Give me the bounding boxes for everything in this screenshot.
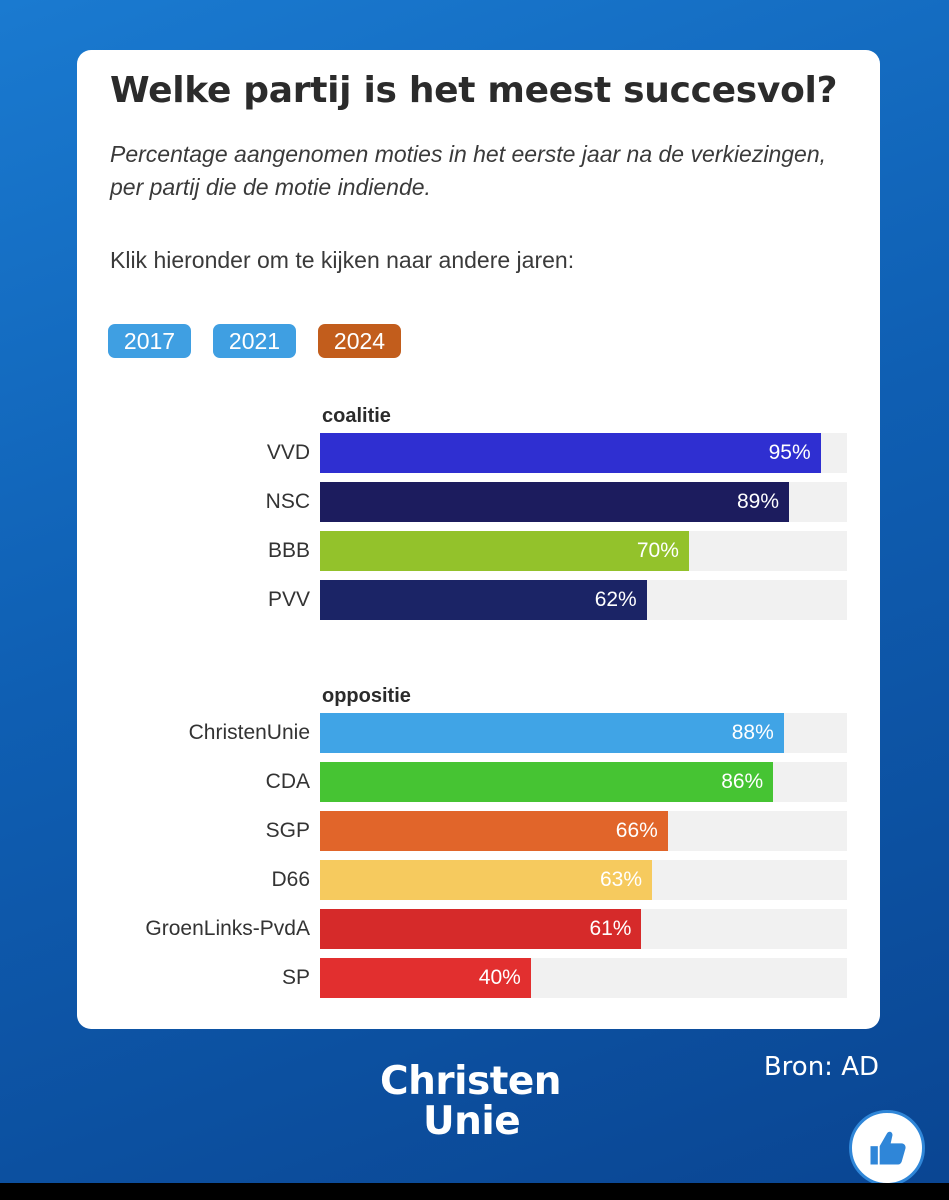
bar-track-bbb: 70% (320, 531, 847, 571)
bar-cda: 86% (320, 762, 774, 802)
party-label-groenlinks-pvda: GroenLinks-PvdA (145, 917, 310, 940)
bar-value-sgp: 66% (615, 819, 658, 842)
bar-track-vvd: 95% (320, 433, 847, 473)
party-label-bbb: BBB (267, 539, 310, 562)
bar-track-christenunie: 88% (320, 713, 847, 753)
bar-track-nsc: 89% (320, 482, 847, 522)
party-label-vvd: VVD (266, 441, 310, 464)
bar-value-sp: 40% (478, 966, 521, 989)
bar-track-sgp: 66% (320, 811, 847, 851)
bar-sgp: 66% (320, 811, 668, 851)
party-label-sgp: SGP (265, 819, 310, 842)
bar-pvv: 62% (320, 580, 647, 620)
party-label-cda: CDA (265, 770, 310, 793)
year-instruction: Klik hieronder om te kijken naar andere … (110, 247, 575, 273)
source-label: Bron: AD (763, 1052, 879, 1082)
party-label-christenunie: ChristenUnie (188, 721, 310, 744)
bar-christenunie: 88% (320, 713, 784, 753)
bar-d66: 63% (320, 860, 652, 900)
bottom-bar (0, 1183, 949, 1200)
party-label-nsc: NSC (265, 490, 310, 513)
chart-card: Welke partij is het meest succesvol? Per… (77, 50, 880, 1029)
bar-value-cda: 86% (721, 770, 764, 793)
party-label-sp: SP (281, 966, 310, 989)
bar-sp: 40% (320, 958, 531, 998)
bar-track-d66: 63% (320, 860, 847, 900)
bar-value-d66: 63% (599, 868, 642, 891)
logo-line-1: Christen (380, 1059, 562, 1104)
party-label-pvv: PVV (267, 588, 310, 611)
thumbs-up-icon (870, 1131, 906, 1165)
bar-nsc: 89% (320, 482, 790, 522)
bar-track-sp: 40% (320, 958, 847, 998)
party-label-d66: D66 (271, 868, 310, 891)
year-button-2024[interactable]: 2024 (318, 324, 401, 358)
bar-value-pvv: 62% (594, 588, 637, 611)
bar-track-cda: 86% (320, 762, 847, 802)
group-label-coalitie: coalitie (322, 405, 391, 427)
bar-groenlinks-pvda: 61% (320, 909, 642, 949)
bar-track-groenlinks-pvda: 61% (320, 909, 847, 949)
bar-chart: coalitie VVD 95% NSC 89% BBB 70% PVV 62% oppositi… (77, 50, 880, 1029)
logo-line-2: Unie (423, 1099, 521, 1144)
bar-value-bbb: 70% (636, 539, 679, 562)
like-button[interactable] (849, 1110, 925, 1186)
year-button-2017[interactable]: 2017 (108, 324, 191, 358)
bar-bbb: 70% (320, 531, 689, 571)
christenunie-logo: Christen Unie (380, 1059, 562, 1144)
bar-track-pvv: 62% (320, 580, 847, 620)
bar-value-christenunie: 88% (731, 721, 774, 744)
bar-value-nsc: 89% (736, 490, 780, 513)
group-label-oppositie: oppositie (322, 685, 411, 707)
chart-title: Welke partij is het meest succesvol? (110, 70, 838, 111)
bar-value-groenlinks-pvda: 61% (589, 917, 632, 940)
bar-value-vvd: 95% (768, 441, 811, 464)
bar-vvd: 95% (320, 433, 821, 473)
year-button-2021[interactable]: 2021 (213, 324, 296, 358)
chart-subtitle: Percentage aangenomen moties in het eers… (110, 141, 827, 200)
